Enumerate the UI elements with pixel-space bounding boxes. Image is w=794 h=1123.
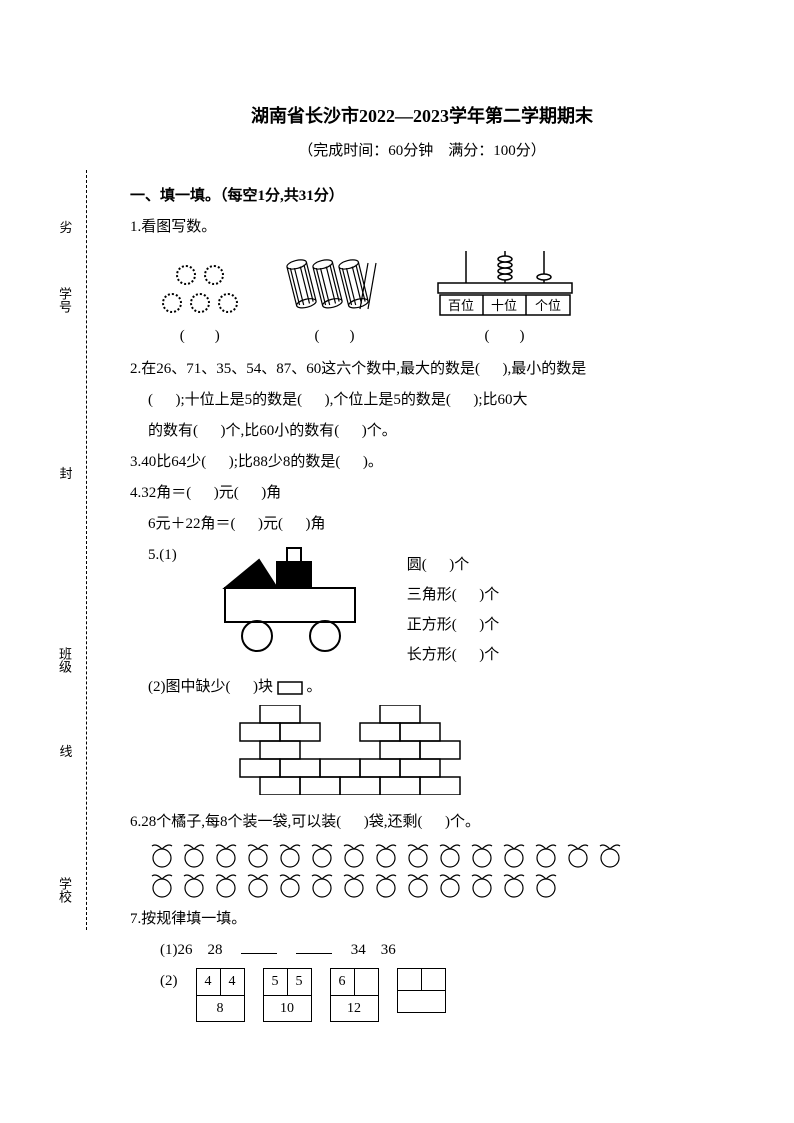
seq-blank [241, 940, 277, 954]
q6: 6.28个橘子,每8个装一袋,可以装( )袋,还剩( )个。 [130, 809, 714, 836]
binding-dash-line [86, 170, 87, 930]
q1-circles-group: ( ) [160, 263, 240, 350]
svg-text:百位: 百位 [447, 298, 473, 313]
side-label-student-id: 学号 [56, 280, 76, 320]
dotted-circle-icon [176, 265, 196, 285]
svg-text:个位: 个位 [534, 298, 560, 313]
q7-table-4 [397, 968, 446, 1013]
q5-brick-wall [230, 705, 714, 805]
side-label-class: 班级 [56, 640, 76, 680]
dotted-circle-icon [204, 265, 224, 285]
shape-row: 圆( )个 [407, 550, 500, 580]
q1-sticks-group: ( ) [280, 255, 390, 350]
brick-icon [277, 681, 303, 695]
dotted-circle-icon [218, 293, 238, 313]
q7-part2-label: (2) [160, 968, 178, 995]
q5-row: 5.(1) 圆( )个 三角形( )个 正方形( )个 长方形( )个 [148, 542, 714, 670]
period: 。 [306, 679, 321, 695]
side-char-3: 线 [56, 740, 76, 763]
dotted-circle-icon [190, 293, 210, 313]
shape-row: 长方形( )个 [407, 640, 500, 670]
q3: 3.40比64少( );比88少8的数是( )。 [130, 449, 714, 476]
section-1-header: 一、填一填。（每空1分,共31分） [130, 183, 714, 210]
q7-table-2: 55 10 [263, 968, 312, 1021]
q1-abacus-group: 百位 十位 个位 ( ) [430, 247, 580, 350]
q7-table-1: 44 8 [196, 968, 245, 1021]
q7-seq: (1)26 28 34 36 [160, 937, 714, 964]
q5-part2: (2)图中缺少( )块 。 [130, 674, 714, 701]
q7-tables-row: (2) 44 8 55 10 6 12 [160, 968, 714, 1021]
q4-line1: 4.32角＝( )元( )角 [130, 480, 714, 507]
q1-blank-2: ( ) [280, 323, 390, 350]
q7-table-3: 6 12 [330, 968, 379, 1021]
q1-blank-3: ( ) [430, 323, 580, 350]
page-title: 湖南省长沙市2022—2023学年第二学期期末 [130, 100, 714, 132]
shape-row: 正方形( )个 [407, 610, 500, 640]
q2-line3: 的数有( )个,比60小的数有( )个。 [130, 418, 714, 445]
side-label-school: 学校 [56, 870, 76, 910]
q5-truck-figure [207, 542, 377, 662]
q5-shape-list: 圆( )个 三角形( )个 正方形( )个 长方形( )个 [407, 550, 500, 670]
abacus-icon: 百位 十位 个位 [430, 247, 580, 319]
page-subtitle: （完成时间：60分钟 满分：100分） [130, 138, 714, 165]
svg-text:十位: 十位 [490, 298, 516, 313]
q1-label: 1.看图写数。 [130, 214, 714, 241]
q5-prefix: 5.(1) [148, 542, 177, 569]
q2-line1: 2.在26、71、35、54、87、60这六个数中,最大的数是( ),最小的数是 [130, 356, 714, 383]
shape-row: 三角形( )个 [407, 580, 500, 610]
q4-line2: 6元＋22角＝( )元( )角 [130, 511, 714, 538]
q1-blank-1: ( ) [160, 323, 240, 350]
q7-header: 7.按规律填一填。 [130, 906, 714, 933]
q2-line2: ( );十位上是5的数是( ),个位上是5的数是( );比60大 [130, 387, 714, 414]
oranges-icon: {"row1":15,"row2":13} [148, 840, 648, 898]
sticks-icon [280, 255, 390, 319]
brick-wall-icon [230, 705, 470, 795]
dotted-circle-icon [162, 293, 182, 313]
side-char-1: 劣 [56, 216, 76, 239]
q6-oranges: {"row1":15,"row2":13} (function(){ const… [148, 840, 714, 902]
q1-figures-row: ( ) [160, 247, 714, 350]
side-char-2: 封 [56, 462, 76, 485]
truck-icon [207, 542, 377, 662]
seq-blank [296, 940, 332, 954]
